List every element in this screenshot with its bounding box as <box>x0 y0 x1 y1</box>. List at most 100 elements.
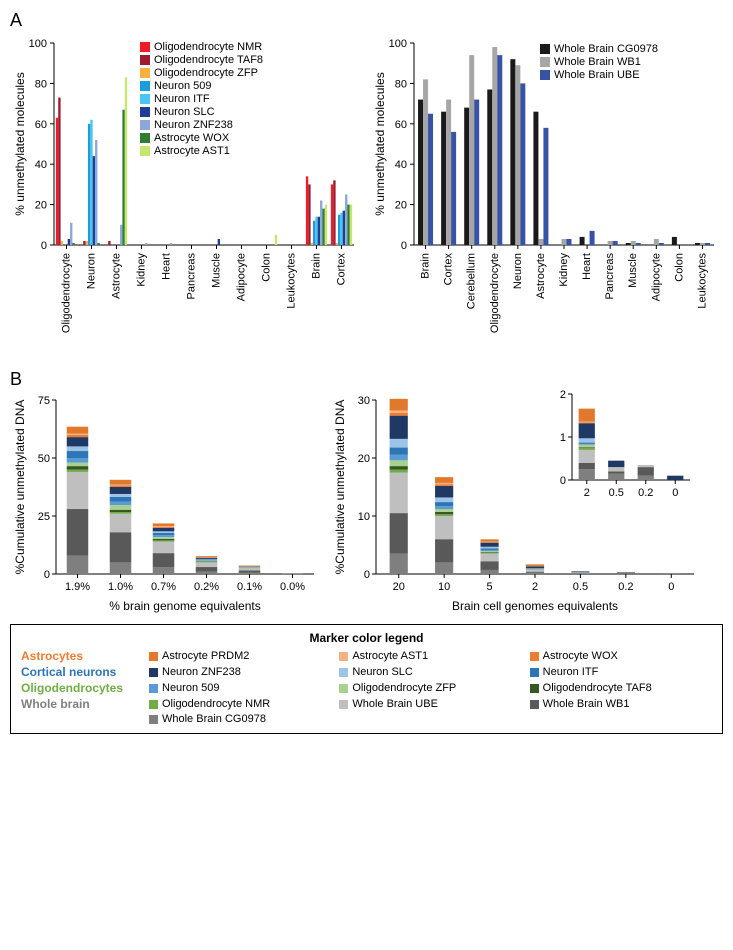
svg-text:20: 20 <box>35 200 47 212</box>
legend-item: Neuron ZNF238 <box>149 665 331 679</box>
svg-text:Neuron: Neuron <box>86 253 98 289</box>
legend-item: Oligodendrocyte TAF8 <box>530 681 712 695</box>
svg-text:Kidney: Kidney <box>558 253 570 287</box>
svg-text:60: 60 <box>395 119 407 131</box>
svg-text:Brain cell genomes equivalents: Brain cell genomes equivalents <box>452 599 618 613</box>
legend-group-label: Oligodendrocytes <box>21 681 141 695</box>
svg-text:0.1%: 0.1% <box>237 581 262 593</box>
legend-item: Astrocyte AST1 <box>339 649 521 663</box>
svg-text:1: 1 <box>560 432 566 444</box>
svg-text:2: 2 <box>532 581 538 593</box>
svg-text:Muscle: Muscle <box>211 253 223 288</box>
legend-group-label: Whole brain <box>21 697 141 711</box>
svg-text:80: 80 <box>35 78 47 90</box>
svg-text:% brain genome equivalents: % brain genome equivalents <box>109 599 260 613</box>
svg-text:Cerebellum: Cerebellum <box>466 253 478 309</box>
panel-a-row: 0 20 40 60 80 100 % unmethylated molecules Olig… <box>10 35 723 355</box>
legend-group-label: Cortical neurons <box>21 665 141 679</box>
svg-text:25: 25 <box>38 511 50 523</box>
svg-text:0.0%: 0.0% <box>280 581 305 593</box>
legend-item: Neuron ITF <box>530 665 712 679</box>
svg-text:50: 50 <box>38 453 50 465</box>
svg-text:Oligodendrocyte: Oligodendrocyte <box>489 253 501 333</box>
panel-a-label: A <box>10 10 723 31</box>
svg-text:Brain: Brain <box>311 253 323 279</box>
svg-text:% unmethylated molecules: % unmethylated molecules <box>373 72 387 215</box>
svg-text:%Cumulative unmethylated DNA: %Cumulative unmethylated DNA <box>333 400 347 575</box>
svg-text:Heart: Heart <box>161 253 173 280</box>
svg-text:0.7%: 0.7% <box>151 581 176 593</box>
svg-text:Adipocyte: Adipocyte <box>236 253 248 301</box>
svg-text:Brain: Brain <box>420 253 432 279</box>
svg-text:0: 0 <box>364 569 370 581</box>
legend-item: Oligodendrocyte NMR <box>149 697 331 711</box>
panel-b-row: 0255075%Cumulative unmethylated DNA1.9%1… <box>10 394 723 614</box>
svg-text:Pancreas: Pancreas <box>186 253 198 300</box>
marker-legend-grid: AstrocytesAstrocyte PRDM2Astrocyte AST1A… <box>21 649 712 725</box>
svg-text:Astrocyte: Astrocyte <box>535 253 547 299</box>
svg-text:2: 2 <box>584 487 590 499</box>
svg-text:0: 0 <box>41 240 47 252</box>
svg-text:Neuron: Neuron <box>512 253 524 289</box>
svg-text:40: 40 <box>395 159 407 171</box>
marker-legend-title: Marker color legend <box>21 631 712 645</box>
panel-b-label: B <box>10 369 723 390</box>
svg-text:Cortex: Cortex <box>443 253 455 286</box>
svg-text:%Cumulative unmethylated DNA: %Cumulative unmethylated DNA <box>13 400 27 575</box>
svg-text:80: 80 <box>395 78 407 90</box>
marker-legend: Marker color legend AstrocytesAstrocyte … <box>10 624 723 734</box>
svg-text:Muscle: Muscle <box>627 253 639 288</box>
svg-text:0: 0 <box>672 487 678 499</box>
svg-text:100: 100 <box>29 38 47 50</box>
svg-text:0.2%: 0.2% <box>194 581 219 593</box>
svg-text:0: 0 <box>560 475 566 487</box>
svg-text:Oligodendrocyte: Oligodendrocyte <box>61 253 73 333</box>
chart-b-inset: 0 1 2 2 0.5 0.2 0 <box>546 388 696 500</box>
legend-item: Whole Brain WB1 <box>530 697 712 711</box>
svg-text:0.2: 0.2 <box>618 581 633 593</box>
svg-text:20: 20 <box>358 453 370 465</box>
svg-text:0.5: 0.5 <box>573 581 588 593</box>
svg-text:0: 0 <box>668 581 674 593</box>
legend-item: Astrocyte WOX <box>530 649 712 663</box>
legend-group-label <box>21 713 141 725</box>
chart-a-right: 0 20 40 60 80 100 % unmethylated molecules Brai… <box>370 35 720 355</box>
svg-text:10: 10 <box>438 581 450 593</box>
svg-text:75: 75 <box>38 395 50 407</box>
svg-text:1.9%: 1.9% <box>65 581 90 593</box>
svg-text:30: 30 <box>358 395 370 407</box>
svg-text:Astrocyte: Astrocyte <box>111 253 123 299</box>
chart-a-left: 0 20 40 60 80 100 % unmethylated molecules Olig… <box>10 35 360 355</box>
chart-b-left: 0 25 50 75 %Cumulative unmethylated DNA 1.9% 1… <box>10 394 320 614</box>
svg-text:Adipocyte: Adipocyte <box>650 253 662 301</box>
svg-text:5: 5 <box>487 581 493 593</box>
legend-item: Oligodendrocyte ZFP <box>339 681 521 695</box>
svg-text:20: 20 <box>395 200 407 212</box>
svg-text:Colon: Colon <box>673 253 685 282</box>
svg-text:40: 40 <box>35 159 47 171</box>
legend-group-label: Astrocytes <box>21 649 141 663</box>
svg-text:Cortex: Cortex <box>336 253 348 286</box>
svg-text:Colon: Colon <box>261 253 273 282</box>
svg-text:10: 10 <box>358 511 370 523</box>
svg-text:20: 20 <box>393 581 405 593</box>
legend-item: Neuron 509 <box>149 681 331 695</box>
svg-text:0: 0 <box>401 240 407 252</box>
svg-text:0: 0 <box>44 569 50 581</box>
svg-text:2: 2 <box>560 389 566 401</box>
legend-item <box>530 713 712 725</box>
svg-text:% unmethylated molecules: % unmethylated molecules <box>13 72 27 215</box>
legend-item: Whole Brain UBE <box>339 697 521 711</box>
svg-text:Leukocytes: Leukocytes <box>286 253 298 309</box>
legend-item <box>339 713 521 725</box>
svg-text:60: 60 <box>35 119 47 131</box>
svg-text:Kidney: Kidney <box>136 253 148 287</box>
svg-text:0.5: 0.5 <box>609 487 624 499</box>
chart-b-right: 0 1 2 2 0.5 0.2 0 0 10 20 30 %Cumulative unmethyla… <box>330 394 700 614</box>
legend-item: Whole Brain CG0978 <box>149 713 331 725</box>
svg-text:100: 100 <box>389 38 407 50</box>
svg-text:1.0%: 1.0% <box>108 581 133 593</box>
svg-text:Heart: Heart <box>581 253 593 280</box>
svg-text:Pancreas: Pancreas <box>604 253 616 300</box>
svg-text:0.2: 0.2 <box>638 487 653 499</box>
